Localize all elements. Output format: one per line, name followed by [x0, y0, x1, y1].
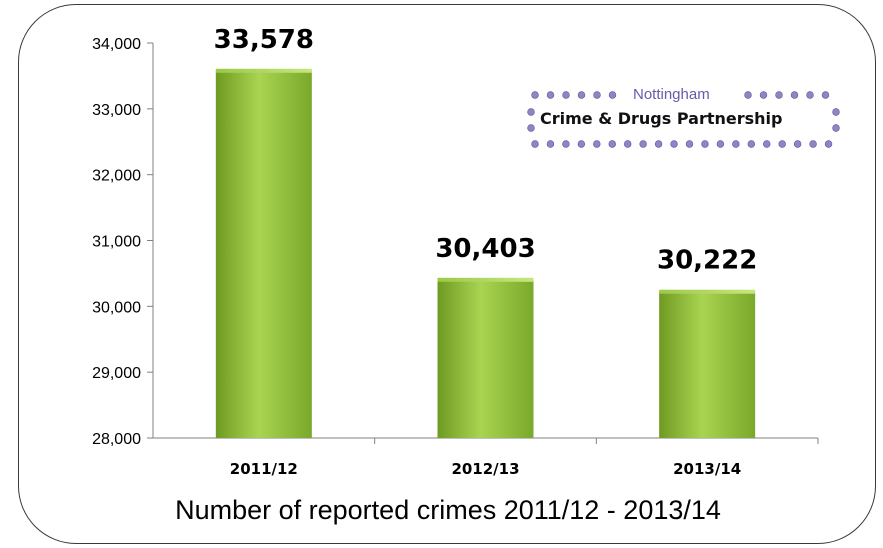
logo-dot: [824, 140, 833, 148]
bar: [215, 70, 312, 438]
logo-dot: [793, 140, 802, 148]
x-category-label: 2012/13: [451, 460, 519, 478]
logo-dot: [562, 91, 570, 99]
logo-dot: [744, 91, 752, 99]
chart-caption: Number of reported crimes 2011/12 - 2013…: [175, 495, 721, 525]
logo-dot: [531, 91, 539, 99]
logo-dot: [608, 140, 616, 148]
bar-top: [659, 289, 756, 294]
logo-dot: [623, 140, 632, 148]
logo-dot: [821, 91, 830, 99]
logo-dot: [531, 140, 539, 148]
bar-top: [215, 68, 312, 73]
logo-dot: [639, 140, 647, 148]
bar: [659, 291, 756, 438]
logo-dot: [593, 140, 601, 148]
logo-dot: [809, 140, 817, 148]
logo-dot: [716, 140, 725, 148]
x-category-label: 2013/14: [673, 460, 741, 478]
data-label: 30,222: [657, 246, 757, 276]
logo-dot: [608, 91, 617, 99]
logo-dot: [790, 91, 799, 99]
x-category-label: 2011/12: [230, 460, 298, 478]
bars: 33,578 30,403 30,222: [214, 25, 757, 438]
logo-dot: [546, 91, 555, 99]
logo-dot: [527, 108, 535, 116]
logo-dot: [775, 91, 783, 99]
logo-dot: [670, 140, 678, 148]
logo-dot: [577, 91, 586, 99]
x-axis-categories: 2011/12 2012/13 2013/14: [230, 438, 819, 478]
logo-dot: [593, 91, 601, 99]
logo-dot: [747, 140, 755, 148]
logo-dot: [654, 140, 663, 148]
y-tick-label: 30,000: [92, 299, 141, 316]
logo-dot: [732, 140, 740, 148]
logo-dot: [832, 124, 840, 132]
logo-background: [520, 78, 840, 158]
logo-dot: [577, 140, 586, 148]
logo-line-2: Crime & Drugs Partnership: [540, 109, 782, 128]
bar-top: [437, 277, 534, 282]
y-tick-label: 29,000: [92, 365, 141, 382]
data-label: 33,578: [214, 25, 314, 55]
logo-dot: [778, 140, 786, 148]
logo-dot: [763, 140, 771, 148]
logo-dot-border: [527, 91, 840, 148]
bar: [437, 279, 534, 438]
logo-dot: [527, 124, 535, 132]
logo-dot: [759, 91, 768, 99]
data-label: 30,403: [435, 234, 535, 264]
logo-dot: [701, 140, 709, 148]
y-tick-label: 28,000: [92, 431, 141, 448]
logo-dot: [685, 140, 694, 148]
y-tick-label: 32,000: [92, 168, 141, 185]
y-tick-label: 33,000: [92, 102, 141, 119]
nottingham-cdp-logo: Nottingham Crime & Drugs Partnership: [520, 78, 840, 158]
y-tick-label: 31,000: [92, 234, 141, 251]
y-axis-ticks: 28,000 29,000 30,000 31,000 32,000 33,000 34,0…: [92, 36, 153, 448]
y-tick-label: 34,000: [92, 36, 141, 53]
logo-dot: [562, 140, 570, 148]
logo-dot: [832, 108, 840, 116]
logo-dot: [806, 91, 814, 99]
logo-line-1: Nottingham: [633, 86, 710, 103]
logo-dot: [546, 140, 555, 148]
